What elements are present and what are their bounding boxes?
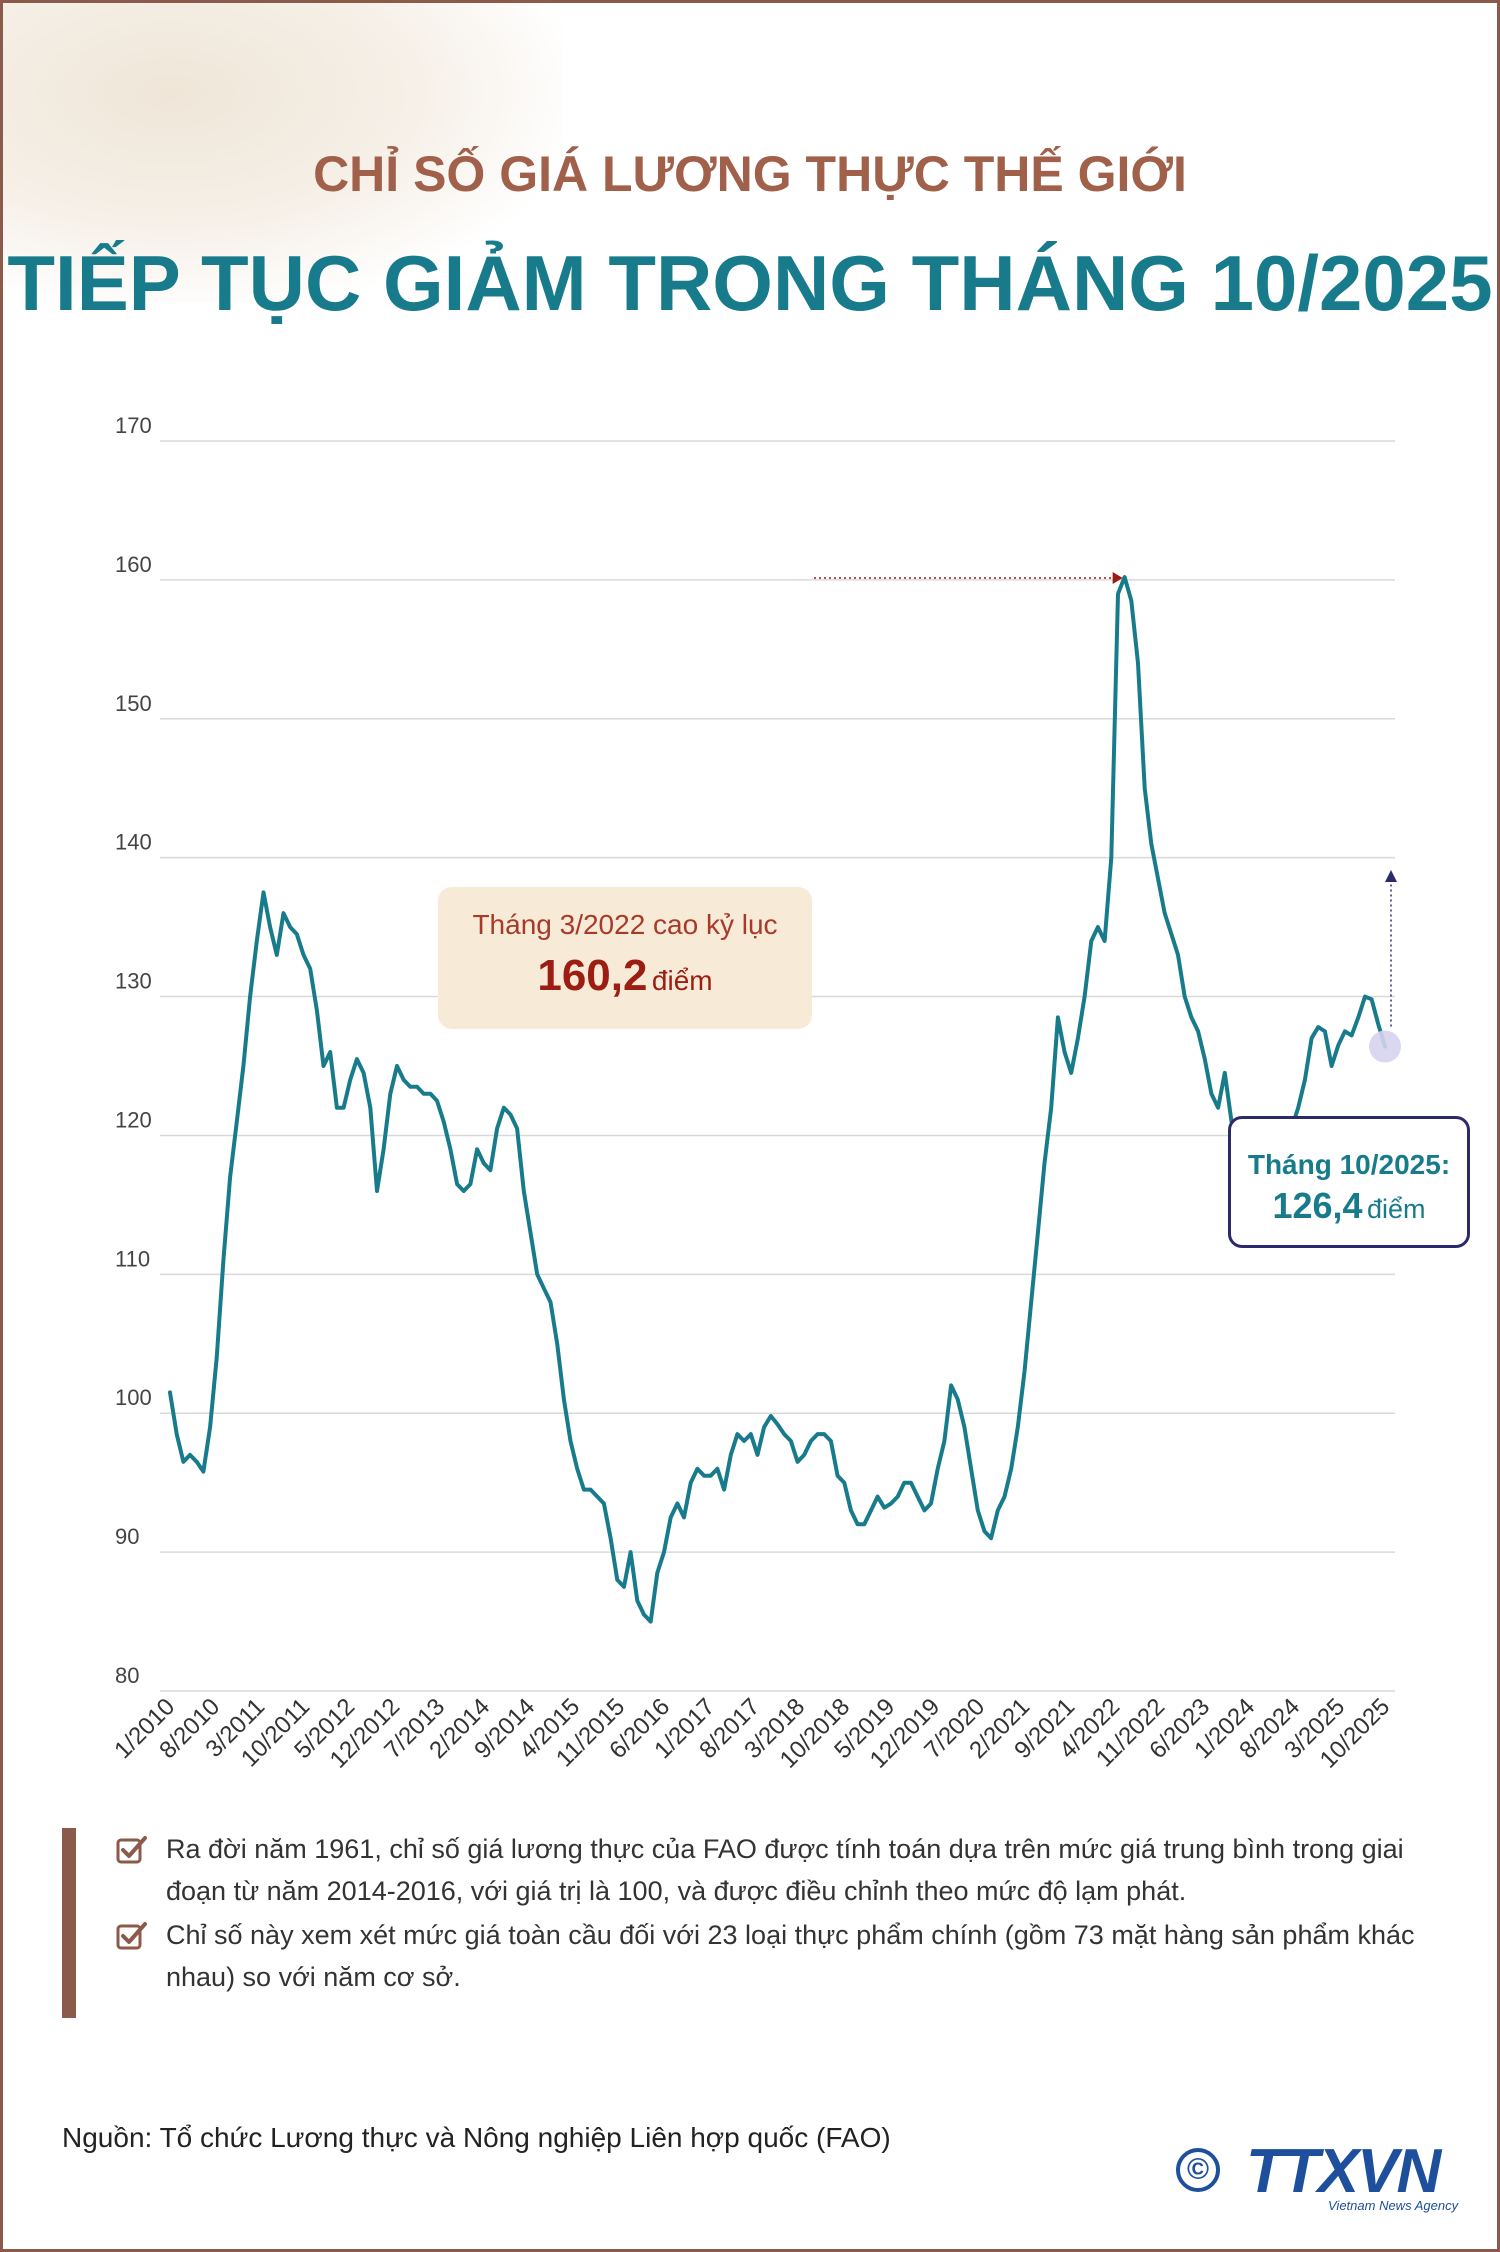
- page-title: TIẾP TỤC GIẢM TRONG THÁNG 10/2025: [7, 239, 1493, 327]
- chart: 170 160 150 140 130 120 110 100 90 80 1/2010 8/201…: [0, 380, 1500, 1800]
- y-tick-label: 150: [115, 691, 152, 716]
- peak-callout-unit: điểm: [651, 965, 713, 996]
- y-tick-label: 120: [115, 1107, 152, 1132]
- y-tick-label: 80: [115, 1663, 139, 1688]
- copyright-icon: ©: [1176, 2148, 1220, 2192]
- latest-callout-value: 126,4: [1272, 1185, 1363, 1226]
- latest-callout-unit: điểm: [1367, 1194, 1426, 1224]
- gridlines: [160, 440, 1395, 1692]
- note-text: Ra đời năm 1961, chỉ số giá lương thực c…: [166, 1834, 1404, 1906]
- y-tick-label: 130: [115, 969, 152, 994]
- latest-arrow-head: [1385, 870, 1397, 882]
- peak-arrow-head: [1112, 572, 1123, 584]
- y-tick-label: 140: [115, 830, 152, 855]
- note-item: Ra đời năm 1961, chỉ số giá lương thực c…: [116, 1828, 1446, 1912]
- note-item: Chỉ số này xem xét mức giá toàn cầu đối …: [116, 1914, 1446, 1998]
- notes-accent-bar: [62, 1828, 76, 2018]
- supertitle: CHỈ SỐ GIÁ LƯƠNG THỰC THẾ GIỚI: [313, 146, 1187, 202]
- peak-callout-label: Tháng 3/2022 cao kỷ lục: [472, 909, 778, 940]
- checkbox-icon: [116, 1922, 147, 1950]
- peak-callout: Tháng 3/2022 cao kỷ lục 160,2 điểm: [438, 887, 812, 1029]
- series-line: [168, 575, 1387, 1624]
- latest-point-marker: [1369, 1030, 1401, 1063]
- x-axis-ticks: 1/20108/20103/201110/20115/201212/20127/…: [109, 1693, 1395, 1773]
- source-credit: Nguồn: Tổ chức Lương thực và Nông nghiệp…: [62, 2122, 891, 2153]
- grain-decoration: [3, 3, 563, 303]
- y-tick-label: 100: [115, 1385, 152, 1410]
- latest-callout-label: Tháng 10/2025:: [1247, 1149, 1451, 1180]
- peak-callout-value: 160,2: [537, 951, 648, 1000]
- latest-callout: Tháng 10/2025: 126,4 điểm: [1228, 1116, 1470, 1248]
- y-tick-label: 90: [115, 1524, 139, 1549]
- y-axis-ticks: 170 160 150 140 130 120 110 100 90 80: [115, 413, 152, 1688]
- series-layer: [168, 575, 1401, 1624]
- ttxvn-logo: © TTXVN Vietnam News Agency: [1176, 2137, 1476, 2213]
- notes-section: Ra đời năm 1961, chỉ số giá lương thực c…: [62, 1828, 1442, 2018]
- y-tick-label: 170: [115, 413, 152, 438]
- y-tick-label: 110: [115, 1246, 150, 1271]
- annotation-arrows: [814, 572, 1397, 1027]
- checkbox-icon: [116, 1836, 147, 1864]
- logo-brand: TTXVN: [1246, 2137, 1441, 2206]
- y-tick-label: 160: [115, 552, 152, 577]
- logo-agency: Vietnam News Agency: [1328, 2198, 1459, 2213]
- line-chart-svg: 170 160 150 140 130 120 110 100 90 80 1/20108/201…: [109, 413, 1401, 1774]
- note-text: Chỉ số này xem xét mức giá toàn cầu đối …: [166, 1920, 1415, 1992]
